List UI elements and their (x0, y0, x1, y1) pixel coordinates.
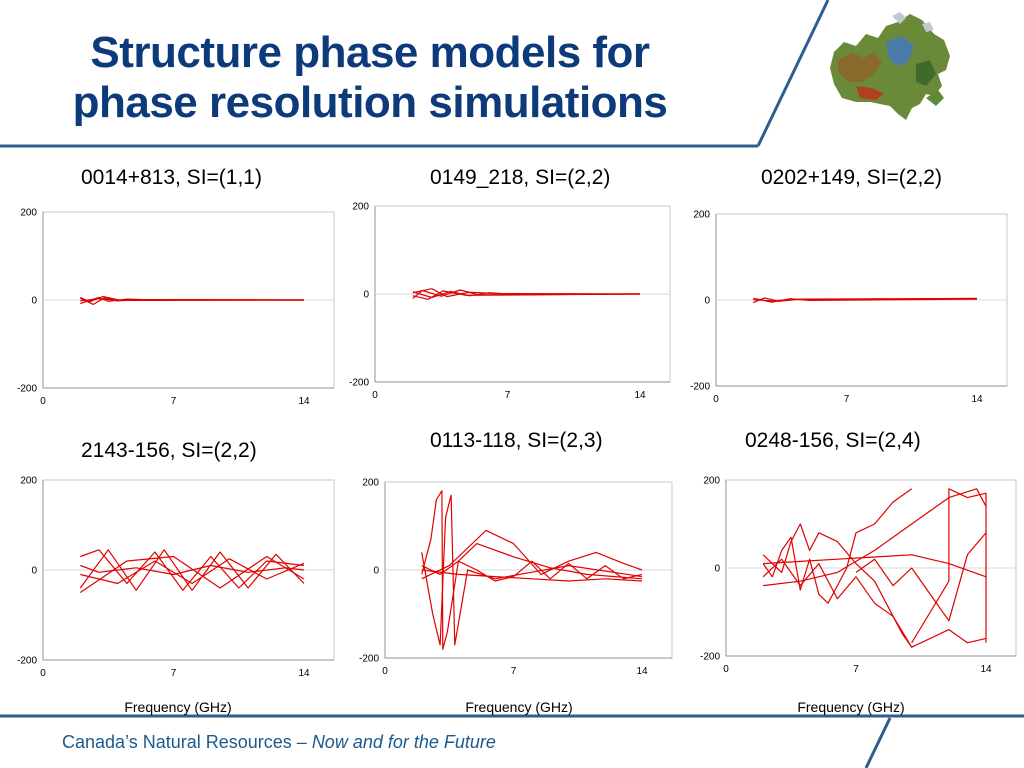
y-tick-label: -200 (359, 654, 379, 665)
phase-trace-2 (421, 494, 643, 646)
phase-trace-6 (855, 532, 987, 622)
x-tick-label: 0 (723, 664, 729, 675)
x-tick-label: 14 (634, 390, 646, 401)
x-tick-label: 7 (853, 664, 859, 675)
page-title-line-2: phase resolution simulations (72, 78, 668, 127)
x-tick-label: 7 (505, 390, 511, 401)
y-tick-label: 0 (363, 290, 369, 301)
x-axis-label-0113-118: Frequency (GHz) (465, 699, 573, 715)
y-tick-label: 200 (703, 476, 720, 487)
x-tick-label: 0 (713, 394, 719, 405)
phase-trace-7 (911, 488, 987, 644)
x-tick-label: 0 (40, 668, 46, 679)
x-axis-label-0248-156: Frequency (GHz) (797, 699, 905, 715)
chart-title-0202-149: 0202+149, SI=(2,2) (761, 166, 942, 189)
chart-title-0113-118: 0113-118, SI=(2,3) (430, 429, 603, 452)
phase-trace-1 (79, 549, 305, 591)
y-tick-label: 200 (352, 202, 369, 213)
x-tick-label: 7 (171, 396, 177, 407)
y-tick-label: -200 (700, 652, 720, 663)
y-tick-label: -200 (690, 382, 710, 393)
phase-trace-4 (80, 295, 305, 303)
x-tick-label: 14 (971, 394, 983, 405)
phase-trace-4 (763, 488, 987, 587)
footer-text: Canada’s Natural Resources – Now and for… (62, 732, 496, 753)
y-tick-label: 0 (373, 566, 379, 577)
footer-tagline: Now and for the Future (311, 732, 496, 752)
y-tick-label: 0 (31, 566, 37, 577)
y-tick-label: 0 (31, 296, 37, 307)
phase-trace-3 (762, 558, 913, 648)
chart-title-0149-218: 0149_218, SI=(2,2) (430, 166, 611, 189)
phase-trace-4 (412, 290, 641, 300)
phase-trace-5 (79, 555, 305, 593)
chart-title-0014-813: 0014+813, SI=(1,1) (81, 166, 262, 189)
y-tick-label: 200 (20, 476, 37, 487)
page-title-line-1: Structure phase models for (90, 28, 650, 77)
x-tick-label: 7 (511, 666, 517, 677)
phase-trace-1 (421, 490, 643, 650)
chart-title-0248-156: 0248-156, SI=(2,4) (745, 429, 921, 452)
phase-trace-1 (762, 488, 913, 604)
x-tick-label: 0 (382, 666, 388, 677)
phase-trace-4 (421, 560, 643, 582)
y-tick-label: 0 (704, 296, 710, 307)
phase-trace-4 (80, 564, 305, 576)
x-tick-label: 14 (298, 668, 310, 679)
footer-org-name: Canada’s Natural Resources – (62, 732, 312, 752)
x-tick-label: 7 (844, 394, 850, 405)
phase-trace-3 (80, 558, 305, 585)
y-tick-label: 0 (714, 564, 720, 575)
phase-trace-2 (762, 523, 987, 648)
y-tick-label: -200 (349, 378, 369, 389)
chart-title-2143-156: 2143-156, SI=(2,2) (81, 439, 257, 462)
x-tick-label: 0 (372, 390, 378, 401)
page-title: Structure phase models for phase resolut… (0, 28, 740, 128)
y-tick-label: 200 (20, 208, 37, 219)
x-tick-label: 7 (171, 668, 177, 679)
phase-trace-2 (80, 549, 305, 591)
phase-trace-3 (421, 529, 643, 580)
x-tick-label: 14 (980, 664, 992, 675)
x-tick-label: 14 (298, 396, 310, 407)
x-tick-label: 14 (636, 666, 648, 677)
phase-trace-5 (421, 569, 643, 582)
y-tick-label: -200 (17, 384, 37, 395)
canada-map-logo (830, 12, 950, 120)
y-tick-label: 200 (362, 478, 379, 489)
y-tick-label: 200 (693, 210, 710, 221)
x-axis-label-2143-156: Frequency (GHz) (124, 699, 232, 715)
y-tick-label: -200 (17, 656, 37, 667)
phase-trace-3 (753, 297, 978, 302)
x-tick-label: 0 (40, 396, 46, 407)
